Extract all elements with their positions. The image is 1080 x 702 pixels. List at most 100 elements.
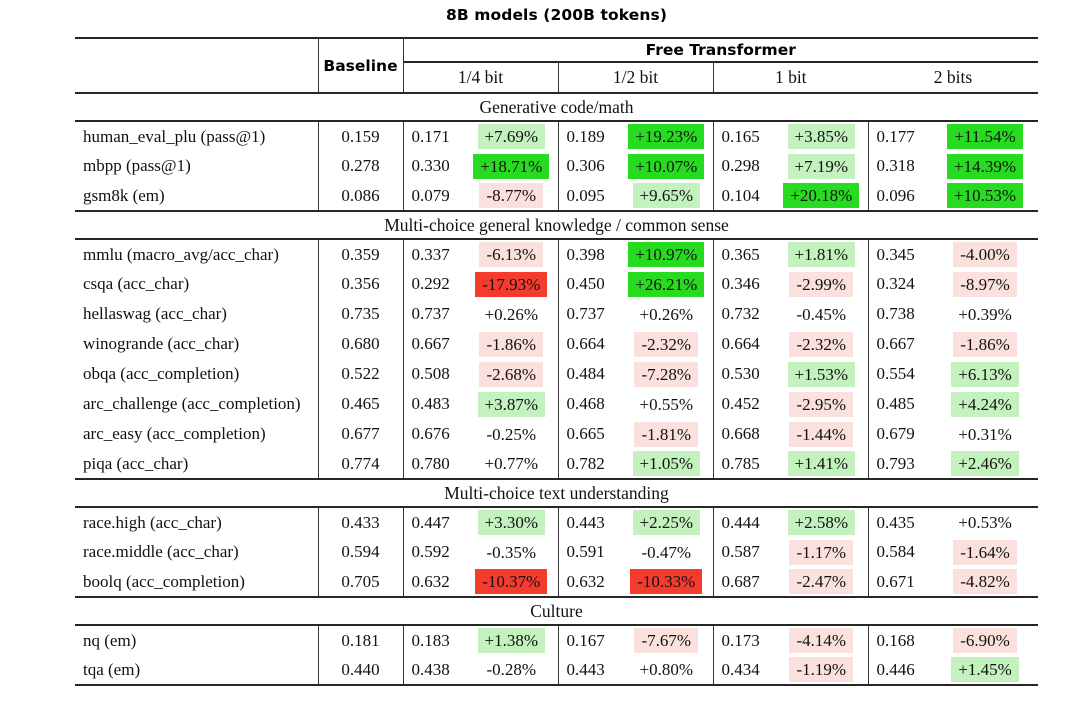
model-value: 0.485 bbox=[876, 394, 915, 413]
model-value: 0.324 bbox=[876, 274, 915, 293]
benchmark-row: gsm8k (em) 0.086 0.079 -8.77% 0.095 +9.65% 0.1… bbox=[75, 181, 1038, 211]
model-value: 0.173 bbox=[721, 630, 760, 650]
baseline-value: 0.440 bbox=[318, 655, 404, 685]
benchmark-row: mmlu (macro_avg/acc_char) 0.359 0.337 -6.13… bbox=[75, 239, 1038, 269]
delta-cell: +10.53% bbox=[932, 181, 1038, 211]
delta-cell: +2.25% bbox=[620, 507, 714, 537]
model-value: 0.444 bbox=[721, 512, 760, 532]
delta-badge: -8.97% bbox=[953, 271, 1017, 297]
delta-badge: -1.19% bbox=[789, 657, 854, 682]
model-value: 0.183 bbox=[411, 630, 450, 650]
header-row-bits: 1/4 bit 1/2 bit 1 bit 2 bits bbox=[75, 62, 1038, 93]
delta-badge: +6.13% bbox=[951, 361, 1019, 387]
delta-badge: +1.41% bbox=[787, 451, 855, 476]
model-value: 0.330 bbox=[411, 156, 450, 175]
row-label: piqa (acc_char) bbox=[75, 449, 319, 479]
delta-cell: +0.39% bbox=[932, 299, 1038, 329]
delta-cell: -0.35% bbox=[465, 537, 559, 567]
model-value: 0.365 bbox=[721, 244, 760, 264]
delta-badge: +0.55% bbox=[639, 394, 694, 414]
baseline-value: 0.774 bbox=[318, 449, 404, 479]
model-value: 0.398 bbox=[566, 244, 605, 264]
model-value: 0.165 bbox=[721, 126, 760, 146]
section-title: Culture bbox=[75, 596, 1038, 626]
baseline-value: 0.705 bbox=[318, 567, 404, 597]
delta-cell: -2.32% bbox=[620, 329, 714, 359]
delta-badge: -2.32% bbox=[634, 331, 699, 357]
delta-badge: -1.86% bbox=[479, 331, 544, 357]
delta-badge: -2.95% bbox=[789, 391, 854, 417]
model-value: 0.591 bbox=[566, 542, 605, 561]
model-value: 0.530 bbox=[721, 364, 760, 383]
delta-cell: +6.13% bbox=[932, 359, 1038, 389]
delta-cell: -8.97% bbox=[932, 269, 1038, 299]
delta-badge: -10.37% bbox=[475, 569, 548, 594]
model-value: 0.664 bbox=[566, 334, 605, 353]
delta-badge: -1.64% bbox=[953, 539, 1017, 565]
delta-cell: -8.77% bbox=[465, 181, 559, 211]
baseline-value: 0.735 bbox=[318, 299, 404, 329]
section-header-row: Generative code/math bbox=[75, 92, 1038, 122]
model-value: 0.435 bbox=[876, 512, 915, 532]
benchmark-row: nq (em) 0.181 0.183 +1.38% 0.167 -7.67% 0.173 -… bbox=[75, 625, 1038, 655]
delta-cell: +1.53% bbox=[775, 359, 869, 389]
benchmark-row: race.high (acc_char) 0.433 0.447 +3.30% 0.44… bbox=[75, 507, 1038, 537]
delta-cell: -7.67% bbox=[620, 625, 714, 655]
delta-cell: -1.86% bbox=[932, 329, 1038, 359]
delta-cell: +2.58% bbox=[775, 507, 869, 537]
model-value: 0.346 bbox=[721, 274, 760, 293]
delta-badge: -4.14% bbox=[789, 628, 854, 653]
baseline-value: 0.181 bbox=[318, 625, 404, 655]
model-value: 0.554 bbox=[876, 364, 915, 383]
row-label: mbpp (pass@1) bbox=[75, 151, 319, 181]
delta-badge: -6.90% bbox=[953, 628, 1017, 653]
delta-badge: +0.26% bbox=[484, 304, 539, 324]
benchmark-row: arc_easy (acc_completion) 0.677 0.676 -0.25… bbox=[75, 419, 1038, 449]
delta-cell: -1.44% bbox=[775, 419, 869, 449]
delta-cell: -4.82% bbox=[932, 567, 1038, 597]
delta-cell: -1.17% bbox=[775, 537, 869, 567]
benchmark-row: arc_challenge (acc_completion) 0.465 0.483… bbox=[75, 389, 1038, 419]
delta-cell: +0.26% bbox=[465, 299, 559, 329]
delta-badge: +26.21% bbox=[628, 271, 705, 297]
baseline-value: 0.086 bbox=[318, 181, 404, 211]
delta-badge: -0.25% bbox=[486, 424, 537, 444]
delta-cell: -0.47% bbox=[620, 537, 714, 567]
model-value: 0.780 bbox=[411, 453, 450, 473]
delta-cell: +0.53% bbox=[932, 507, 1038, 537]
delta-badge: -1.17% bbox=[789, 539, 854, 565]
baseline-value: 0.278 bbox=[318, 151, 404, 181]
baseline-value: 0.522 bbox=[318, 359, 404, 389]
delta-cell: +14.39% bbox=[932, 151, 1038, 181]
delta-cell: +3.30% bbox=[465, 507, 559, 537]
delta-badge: -2.32% bbox=[789, 331, 854, 357]
row-label: boolq (acc_completion) bbox=[75, 567, 319, 597]
bit-header-half: 1/2 bit bbox=[558, 62, 714, 93]
model-value: 0.104 bbox=[721, 185, 760, 205]
delta-cell: -10.33% bbox=[620, 567, 714, 597]
model-value: 0.737 bbox=[411, 304, 450, 323]
row-label: race.high (acc_char) bbox=[75, 507, 319, 537]
delta-badge: -2.47% bbox=[789, 569, 854, 594]
benchmark-row: hellaswag (acc_char) 0.735 0.737 +0.26% 0.73… bbox=[75, 299, 1038, 329]
benchmark-row: mbpp (pass@1) 0.278 0.330 +18.71% 0.306 +10.0… bbox=[75, 151, 1038, 181]
benchmark-row: human_eval_plu (pass@1) 0.159 0.171 +7.69% 0… bbox=[75, 121, 1038, 151]
model-value: 0.687 bbox=[721, 571, 760, 591]
model-value: 0.667 bbox=[876, 334, 915, 353]
delta-cell: -1.86% bbox=[465, 329, 559, 359]
model-value: 0.443 bbox=[566, 659, 605, 679]
benchmark-row: obqa (acc_completion) 0.522 0.508 -2.68% 0.4… bbox=[75, 359, 1038, 389]
model-value: 0.292 bbox=[411, 274, 450, 293]
model-value: 0.671 bbox=[876, 571, 915, 591]
delta-badge: -1.81% bbox=[634, 421, 699, 447]
model-value: 0.483 bbox=[411, 394, 450, 413]
benchmark-row: csqa (acc_char) 0.356 0.292 -17.93% 0.450 +26… bbox=[75, 269, 1038, 299]
model-value: 0.096 bbox=[876, 185, 915, 205]
delta-cell: +2.46% bbox=[932, 449, 1038, 479]
delta-badge: +0.31% bbox=[958, 424, 1012, 444]
model-value: 0.168 bbox=[876, 630, 915, 650]
delta-cell: +11.54% bbox=[932, 121, 1038, 151]
model-value: 0.738 bbox=[876, 304, 915, 323]
baseline-value: 0.359 bbox=[318, 239, 404, 269]
model-value: 0.587 bbox=[721, 542, 760, 561]
